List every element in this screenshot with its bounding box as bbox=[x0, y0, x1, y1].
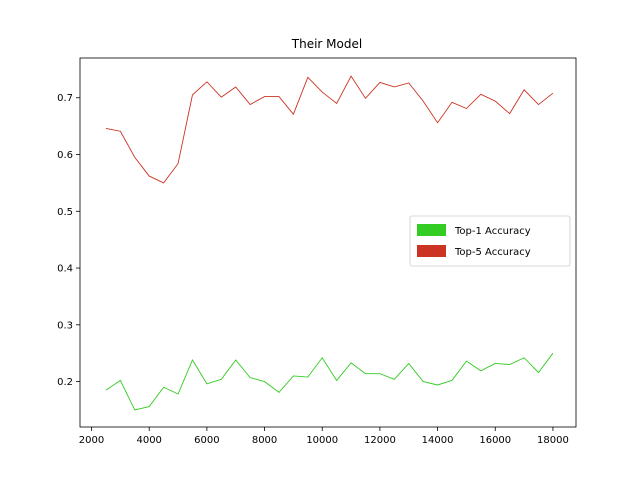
y-tick-label: 0.4 bbox=[57, 264, 73, 275]
x-tick-label: 10000 bbox=[306, 435, 338, 446]
x-axis: 2000 4000 6000 8000 10000 12000 14000 16000 1800… bbox=[79, 427, 569, 446]
chart-title: Their Model bbox=[291, 37, 362, 51]
legend-swatch bbox=[417, 224, 446, 236]
x-tick-label: 6000 bbox=[194, 435, 219, 446]
y-tick-label: 0.6 bbox=[57, 150, 73, 161]
x-tick-label: 8000 bbox=[252, 435, 277, 446]
legend: Top-1 Accuracy Top-5 Accuracy bbox=[409, 215, 571, 267]
x-tick-label: 16000 bbox=[479, 435, 511, 446]
x-tick-label: 14000 bbox=[422, 435, 454, 446]
series-layer bbox=[105, 75, 554, 411]
y-tick-label: 0.2 bbox=[57, 377, 73, 388]
series-line-top-5-accuracy bbox=[105, 75, 554, 184]
series-line-top-1-accuracy bbox=[105, 352, 554, 411]
y-tick-label: 0.5 bbox=[57, 207, 73, 218]
legend-swatch bbox=[417, 245, 446, 257]
legend-label: Top-5 Accuracy bbox=[454, 247, 531, 258]
y-axis: 0.2 0.3 0.4 0.5 0.6 0.7 bbox=[57, 93, 80, 388]
plot-frame bbox=[79, 57, 577, 428]
legend-label: Top-1 Accuracy bbox=[454, 226, 531, 237]
y-tick-label: 0.7 bbox=[57, 93, 73, 104]
x-tick-label: 2000 bbox=[79, 435, 104, 446]
y-tick-label: 0.3 bbox=[57, 320, 73, 331]
x-tick-label: 4000 bbox=[136, 435, 161, 446]
x-tick-label: 18000 bbox=[537, 435, 569, 446]
x-tick-label: 12000 bbox=[364, 435, 396, 446]
legend-box bbox=[409, 215, 571, 267]
